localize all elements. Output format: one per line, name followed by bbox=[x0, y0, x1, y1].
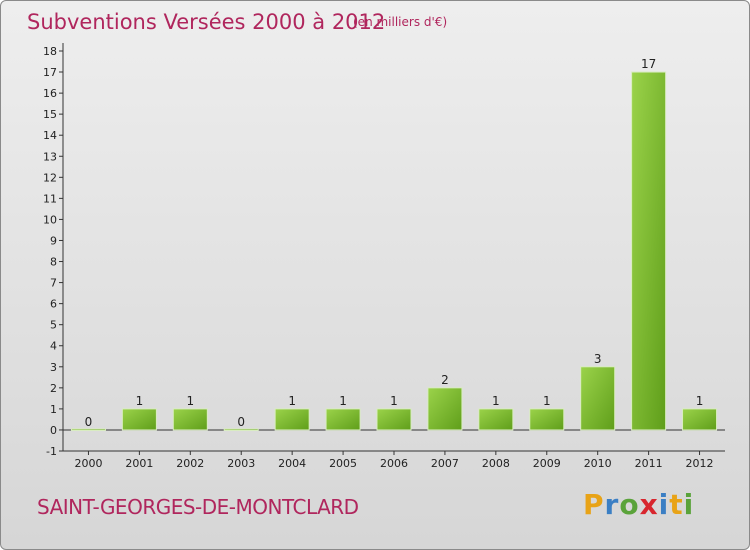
y-tick-label: 11 bbox=[43, 192, 57, 205]
y-tick-label: 15 bbox=[43, 108, 57, 121]
bar bbox=[325, 408, 361, 431]
bar bbox=[70, 428, 106, 431]
x-tick-label: 2003 bbox=[227, 457, 255, 470]
bar-value-label: 0 bbox=[85, 415, 93, 429]
bar-value-label: 1 bbox=[492, 394, 500, 408]
logo-letter: o bbox=[619, 488, 640, 521]
bar-value-label: 1 bbox=[339, 394, 347, 408]
bar bbox=[172, 408, 208, 431]
y-tick-label: 16 bbox=[43, 87, 57, 100]
bar bbox=[223, 428, 259, 431]
x-tick-label: 2012 bbox=[686, 457, 714, 470]
x-tick-label: 2004 bbox=[278, 457, 306, 470]
bar-value-label: 1 bbox=[696, 394, 704, 408]
bar-value-label: 1 bbox=[390, 394, 398, 408]
y-tick-label: 2 bbox=[50, 382, 57, 395]
x-tick-label: 2002 bbox=[176, 457, 204, 470]
bar bbox=[376, 408, 412, 431]
logo-letter: i bbox=[658, 488, 670, 521]
proxiti-logo: Proxiti bbox=[583, 488, 694, 521]
x-tick-label: 2007 bbox=[431, 457, 459, 470]
bar-value-label: 17 bbox=[641, 57, 656, 71]
bar-value-label: 2 bbox=[441, 373, 449, 387]
y-tick-label: 13 bbox=[43, 150, 57, 163]
bar-value-label: 1 bbox=[543, 394, 551, 408]
y-tick-label: 14 bbox=[43, 129, 57, 142]
bar bbox=[529, 408, 565, 431]
y-tick-label: 7 bbox=[50, 277, 57, 290]
logo-letter: r bbox=[604, 488, 620, 521]
y-tick-label: 10 bbox=[43, 213, 57, 226]
bar bbox=[478, 408, 514, 431]
y-tick-label: 9 bbox=[50, 234, 57, 247]
y-tick-label: 5 bbox=[50, 319, 57, 332]
x-tick-label: 2009 bbox=[533, 457, 561, 470]
y-tick-label: 1 bbox=[50, 403, 57, 416]
x-tick-label: 2008 bbox=[482, 457, 510, 470]
y-tick-label: 17 bbox=[43, 66, 57, 79]
bar-value-label: 3 bbox=[594, 352, 602, 366]
x-tick-label: 2010 bbox=[584, 457, 612, 470]
bar bbox=[580, 366, 616, 431]
chart-subtitle: (en milliers d'€) bbox=[353, 15, 448, 29]
y-tick-label: 6 bbox=[50, 298, 57, 311]
y-tick-label: 12 bbox=[43, 171, 57, 184]
bar-value-label: 1 bbox=[136, 394, 144, 408]
bar-value-label: 1 bbox=[288, 394, 296, 408]
x-tick-label: 2000 bbox=[74, 457, 102, 470]
bar bbox=[427, 387, 463, 431]
x-tick-label: 2001 bbox=[125, 457, 153, 470]
chart-title: Subventions Versées 2000 à 2012 bbox=[27, 10, 386, 34]
bar bbox=[682, 408, 718, 431]
commune-name: SAINT-GEORGES-DE-MONTCLARD bbox=[37, 495, 359, 519]
y-tick-label: 18 bbox=[43, 45, 57, 58]
logo-letter: P bbox=[583, 488, 605, 521]
y-tick-label: 8 bbox=[50, 256, 57, 269]
y-tick-label: -1 bbox=[46, 445, 57, 458]
x-tick-label: 2011 bbox=[635, 457, 663, 470]
x-tick-label: 2006 bbox=[380, 457, 408, 470]
logo-letter: x bbox=[639, 488, 659, 521]
bar-value-label: 1 bbox=[186, 394, 194, 408]
x-tick-label: 2005 bbox=[329, 457, 357, 470]
y-tick-label: 0 bbox=[50, 424, 57, 437]
y-tick-label: 3 bbox=[50, 361, 57, 374]
logo-letter: i bbox=[683, 488, 695, 521]
y-tick-label: 4 bbox=[50, 340, 57, 353]
bar-value-label: 0 bbox=[237, 415, 245, 429]
logo-letter: t bbox=[669, 488, 684, 521]
bar bbox=[274, 408, 310, 431]
bar bbox=[121, 408, 157, 431]
bar bbox=[631, 71, 667, 431]
